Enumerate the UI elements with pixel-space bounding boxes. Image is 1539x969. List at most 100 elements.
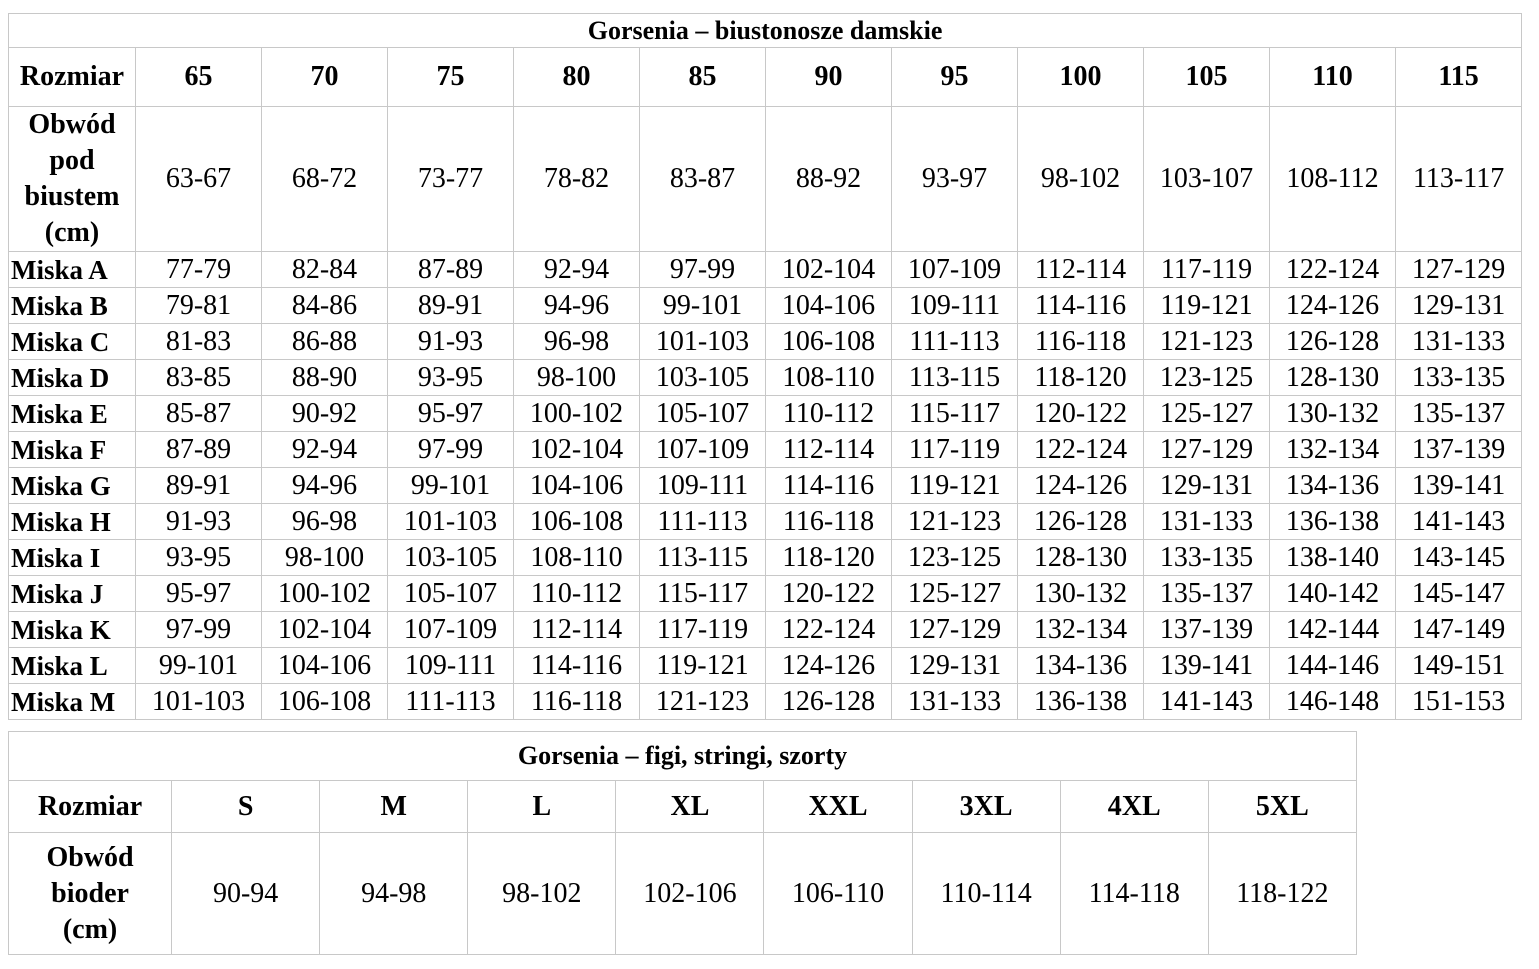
bust-value: 142-144: [1269, 611, 1396, 648]
bust-value: 115-117: [639, 575, 766, 612]
bust-value: 146-148: [1269, 683, 1396, 720]
underbust-value: 98-102: [1017, 106, 1144, 252]
bust-value: 93-95: [135, 539, 262, 576]
cup-label: Miska F: [8, 431, 136, 468]
bust-value: 134-136: [1017, 647, 1144, 684]
bust-value: 121-123: [891, 503, 1018, 540]
size-header: 75: [387, 47, 514, 107]
bust-value: 82-84: [261, 251, 388, 288]
bust-value: 141-143: [1143, 683, 1270, 720]
hip-value: 98-102: [467, 832, 617, 955]
size-header: 95: [891, 47, 1018, 107]
bust-value: 125-127: [1143, 395, 1270, 432]
bust-value: 129-131: [891, 647, 1018, 684]
bust-value: 122-124: [1269, 251, 1396, 288]
cup-label: Miska A: [8, 251, 136, 288]
bust-value: 100-102: [261, 575, 388, 612]
table-title-row: Gorsenia – biustonosze damskie: [7, 13, 1523, 48]
cup-label: Miska M: [8, 683, 136, 720]
bust-value: 103-105: [639, 359, 766, 396]
bust-value: 103-105: [387, 539, 514, 576]
underbust-value: 63-67: [135, 106, 262, 252]
bust-value: 123-125: [1143, 359, 1270, 396]
bust-value: 149-151: [1394, 647, 1523, 684]
size-header: 80: [513, 47, 640, 107]
bust-value: 87-89: [387, 251, 514, 288]
bust-value: 143-145: [1394, 539, 1523, 576]
bust-value: 134-136: [1269, 467, 1396, 504]
bust-value: 106-108: [765, 323, 892, 360]
label-line: pod: [49, 145, 95, 176]
bust-value: 104-106: [261, 647, 388, 684]
bust-value: 128-130: [1269, 359, 1396, 396]
cup-label: Miska G: [8, 467, 136, 504]
size-header: 5XL: [1207, 780, 1358, 833]
bust-value: 109-111: [891, 287, 1018, 324]
underbust-value: 103-107: [1143, 106, 1270, 252]
size-header: M: [319, 780, 469, 833]
bust-value: 101-103: [639, 323, 766, 360]
bust-value: 89-91: [135, 467, 262, 504]
underbust-label: Obwód pod biustem (cm): [8, 106, 136, 252]
size-header: 4XL: [1059, 780, 1209, 833]
bust-value: 133-135: [1143, 539, 1270, 576]
bust-value: 92-94: [513, 251, 640, 288]
label-line: Obwód: [28, 109, 116, 140]
bust-value: 119-121: [639, 647, 766, 684]
bust-value: 102-104: [513, 431, 640, 468]
bust-value: 139-141: [1143, 647, 1270, 684]
bust-value: 112-114: [765, 431, 892, 468]
bust-value: 98-100: [513, 359, 640, 396]
bust-value: 108-110: [765, 359, 892, 396]
hip-value: 110-114: [911, 832, 1061, 955]
bust-value: 128-130: [1017, 539, 1144, 576]
bust-value: 123-125: [891, 539, 1018, 576]
bust-value: 119-121: [891, 467, 1018, 504]
bust-value: 117-119: [639, 611, 766, 648]
size-header: S: [171, 780, 321, 833]
underbust-value: 68-72: [261, 106, 388, 252]
underbust-value: 78-82: [513, 106, 640, 252]
bust-value: 111-113: [891, 323, 1018, 360]
bust-value: 105-107: [387, 575, 514, 612]
size-label: Rozmiar: [7, 780, 173, 833]
bust-value: 138-140: [1269, 539, 1396, 576]
bust-value: 126-128: [1017, 503, 1144, 540]
bust-value: 79-81: [135, 287, 262, 324]
bust-value: 131-133: [1143, 503, 1270, 540]
label-line: (cm): [62, 913, 118, 945]
bust-value: 96-98: [261, 503, 388, 540]
bust-value: 116-118: [1017, 323, 1144, 360]
bust-value: 120-122: [1017, 395, 1144, 432]
bust-value: 137-139: [1143, 611, 1270, 648]
bust-value: 81-83: [135, 323, 262, 360]
header-row: Rozmiar S M L XL XXL 3XL 4XL 5XL: [7, 780, 1358, 833]
bust-value: 127-129: [1394, 251, 1523, 288]
cup-row: Miska E 85-87 90-92 95-97 100-102 105-107 110-…: [8, 395, 1523, 432]
bust-value: 112-114: [1017, 251, 1144, 288]
bust-value: 144-146: [1269, 647, 1396, 684]
underbust-value: 93-97: [891, 106, 1018, 252]
header-row: Rozmiar 65 70 75 80 85 90 95 100 105 110 115: [8, 47, 1523, 107]
bust-value: 130-132: [1017, 575, 1144, 612]
bust-value: 114-116: [765, 467, 892, 504]
bust-value: 124-126: [1017, 467, 1144, 504]
bust-value: 117-119: [891, 431, 1018, 468]
cup-label: Miska K: [8, 611, 136, 648]
bust-value: 105-107: [639, 395, 766, 432]
bust-value: 89-91: [387, 287, 514, 324]
bust-value: 113-115: [891, 359, 1018, 396]
bust-value: 106-108: [261, 683, 388, 720]
hip-value: 106-110: [763, 832, 913, 955]
bust-value: 111-113: [387, 683, 514, 720]
size-header: 100: [1017, 47, 1144, 107]
size-header: 3XL: [911, 780, 1061, 833]
bust-value: 132-134: [1269, 431, 1396, 468]
bust-value: 92-94: [261, 431, 388, 468]
bust-value: 119-121: [1143, 287, 1270, 324]
bust-value: 141-143: [1394, 503, 1523, 540]
cup-label: Miska B: [8, 287, 136, 324]
bust-value: 95-97: [135, 575, 262, 612]
bust-value: 107-109: [639, 431, 766, 468]
table-title: Gorsenia – figi, stringi, szorty: [8, 731, 1357, 781]
